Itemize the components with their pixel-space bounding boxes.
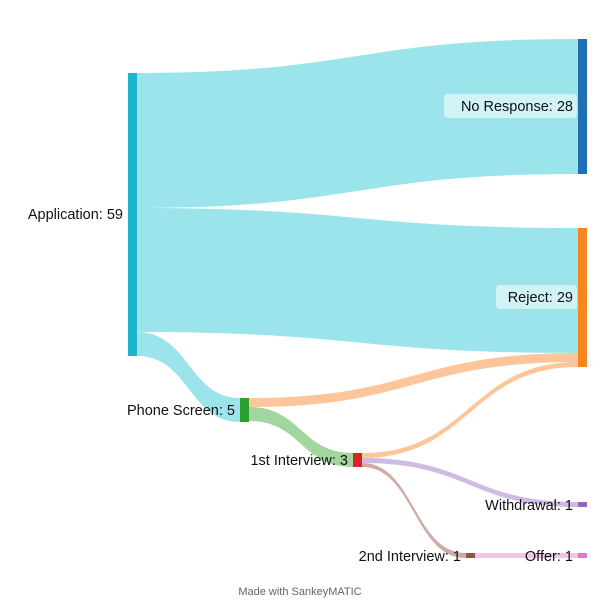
node-2nd-interview <box>466 553 475 558</box>
link-application-to-phone-screen <box>137 332 240 422</box>
offer-label: Offer: 1 <box>525 549 573 565</box>
flow-links <box>137 39 578 558</box>
nodes <box>128 39 587 558</box>
link-2nd-interview-to-offer <box>475 553 578 558</box>
no-response-label: No Response: 28 <box>461 99 573 115</box>
node-no-response <box>578 39 587 174</box>
link-1st-interview-to-withdrawal <box>362 458 578 507</box>
2nd-interview-label: 2nd Interview: 1 <box>359 549 461 565</box>
link-phone-screen-to-1st-interview <box>249 407 353 467</box>
node-withdrawal <box>578 502 587 507</box>
withdrawal-label: Withdrawal: 1 <box>485 498 573 514</box>
phone-screen-label: Phone Screen: 5 <box>127 403 235 419</box>
link-1st-interview-to-reject <box>362 362 578 458</box>
1st-interview-label: 1st Interview: 3 <box>250 453 348 469</box>
application-label: Application: 59 <box>28 207 123 223</box>
node-labels: Application: 59 No Response: 28 Reject: … <box>28 99 573 565</box>
node-label-backgrounds <box>444 94 577 309</box>
link-application-to-no-response <box>137 39 578 208</box>
link-application-to-reject <box>137 208 578 353</box>
node-phone-screen <box>240 398 249 422</box>
no-response-label-background <box>444 94 577 118</box>
node-reject <box>578 228 587 367</box>
reject-label: Reject: 29 <box>508 290 573 306</box>
link-1st-interview-to-2nd-interview <box>362 463 466 558</box>
link-phone-screen-to-reject <box>249 353 578 407</box>
node-1st-interview <box>353 453 362 467</box>
node-application <box>128 73 137 356</box>
node-offer <box>578 553 587 558</box>
credit-text: Made with SankeyMATIC <box>238 586 361 598</box>
reject-label-background <box>496 285 577 309</box>
